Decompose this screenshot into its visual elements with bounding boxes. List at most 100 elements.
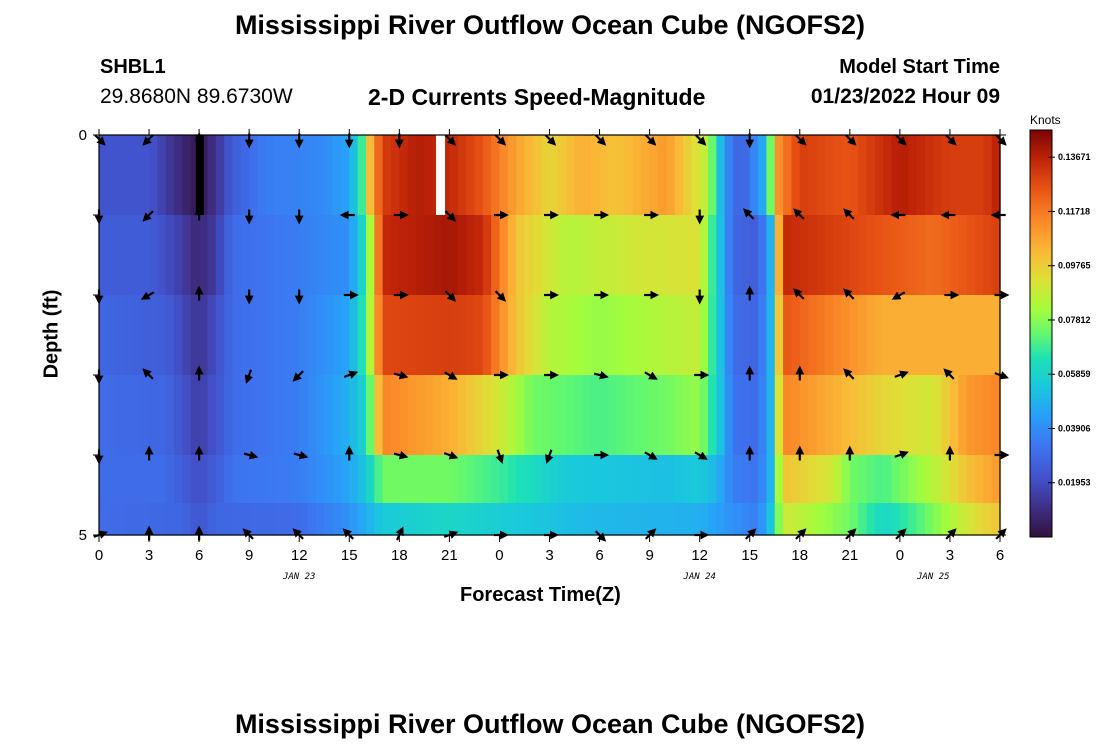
heatmap-cell — [182, 503, 192, 536]
heatmap-cell — [933, 503, 943, 536]
heatmap-cell — [449, 375, 459, 456]
heatmap-cell — [324, 503, 334, 536]
heatmap-cell — [491, 455, 501, 504]
heatmap-cell — [733, 375, 742, 456]
heatmap-cell — [349, 135, 359, 216]
heatmap-cell — [708, 455, 717, 504]
heatmap-cell — [599, 455, 609, 504]
heatmap-cell — [966, 503, 976, 536]
heatmap-cell — [357, 375, 367, 456]
heatmap-cell — [107, 215, 117, 296]
heatmap-cell — [382, 375, 392, 456]
heatmap-cell — [858, 215, 868, 296]
heatmap-cell — [716, 455, 726, 504]
heatmap-cell — [874, 375, 884, 456]
heatmap-cell — [974, 215, 984, 296]
heatmap-cell — [307, 135, 317, 216]
heatmap-cell — [991, 375, 1001, 456]
current-vector — [545, 449, 554, 464]
current-vector — [243, 450, 259, 460]
heatmap-cell — [215, 135, 225, 216]
heatmap-cell — [758, 135, 767, 216]
heatmap-cell — [441, 295, 450, 376]
heatmap-cell — [749, 455, 759, 504]
heatmap-cell — [140, 215, 150, 296]
heatmap-cell — [432, 215, 442, 296]
heatmap-cell — [849, 375, 859, 456]
heatmap-cell — [899, 215, 909, 296]
heatmap-cell — [616, 375, 626, 456]
heatmap-cell — [582, 455, 592, 504]
heatmap-cell — [149, 455, 158, 504]
current-vector — [895, 134, 907, 146]
heatmap-cell — [124, 375, 133, 456]
heatmap-cell — [883, 215, 893, 296]
heatmap-cell — [265, 503, 275, 536]
heatmap-cell — [174, 295, 184, 376]
heatmap-cell — [424, 135, 434, 216]
heatmap-cell — [949, 503, 959, 536]
heatmap-cell — [666, 503, 676, 536]
heatmap-cell — [591, 215, 601, 296]
heatmap-cell — [582, 295, 592, 376]
heatmap-cell — [649, 503, 659, 536]
heatmap-cell — [466, 503, 476, 536]
heatmap-cell — [407, 295, 417, 376]
heatmap-cell — [499, 455, 509, 504]
current-vector — [843, 368, 855, 380]
heatmap-cell — [816, 215, 826, 296]
heatmap-cell — [699, 295, 709, 376]
current-vector — [843, 208, 855, 220]
heatmap-cell — [307, 215, 317, 296]
heatmap-cell — [374, 455, 384, 504]
current-vector — [695, 134, 707, 146]
heatmap-cell — [958, 375, 968, 456]
heatmap-cell — [899, 135, 909, 216]
heatmap-cell — [457, 135, 467, 216]
heatmap-cell — [299, 455, 309, 504]
heatmap-cell — [466, 455, 476, 504]
heatmap-cell — [332, 295, 342, 376]
heatmap-cell — [616, 295, 626, 376]
current-vector — [293, 450, 309, 460]
heatmap-cell — [891, 215, 901, 296]
heatmap-cell — [974, 455, 984, 504]
heatmap-cell — [966, 215, 976, 296]
heatmap-cell — [674, 295, 684, 376]
x-day-label: JAN 25 — [916, 572, 950, 582]
heatmap-cell — [799, 295, 809, 376]
heatmap-cell — [641, 503, 651, 536]
heatmap-cell — [749, 503, 759, 536]
heatmap-cell — [207, 135, 217, 216]
heatmap-cell — [632, 455, 642, 504]
heatmap-cell — [224, 455, 234, 504]
heatmap-cell — [941, 215, 951, 296]
heatmap-cell — [416, 295, 425, 376]
heatmap-cell — [441, 375, 450, 456]
heatmap-cell — [557, 295, 567, 376]
heatmap-cell — [724, 455, 734, 504]
heatmap-cell — [766, 215, 776, 296]
heatmap-cell — [991, 295, 1001, 376]
heatmap-cell — [899, 295, 909, 376]
heatmap-cell — [224, 295, 234, 376]
heatmap-cell — [524, 295, 534, 376]
heatmap-cell — [157, 503, 167, 536]
heatmap-cell — [974, 295, 984, 376]
heatmap-cell — [399, 295, 409, 376]
heatmap-cell — [491, 503, 501, 536]
heatmap-cell — [808, 135, 818, 216]
heatmap-cell — [332, 455, 342, 504]
heatmap-cell — [799, 215, 809, 296]
heatmap-cell — [182, 295, 192, 376]
heatmap-cell — [357, 503, 367, 536]
heatmap-cell — [607, 215, 617, 296]
heatmap-cell — [799, 135, 809, 216]
heatmap-cell — [983, 503, 993, 536]
heatmap-cell — [541, 503, 551, 536]
current-vector — [443, 451, 459, 460]
heatmap-cell — [532, 215, 542, 296]
heatmap-cell — [632, 503, 642, 536]
x-tick-label: 12 — [691, 547, 708, 564]
heatmap-cell — [966, 375, 976, 456]
